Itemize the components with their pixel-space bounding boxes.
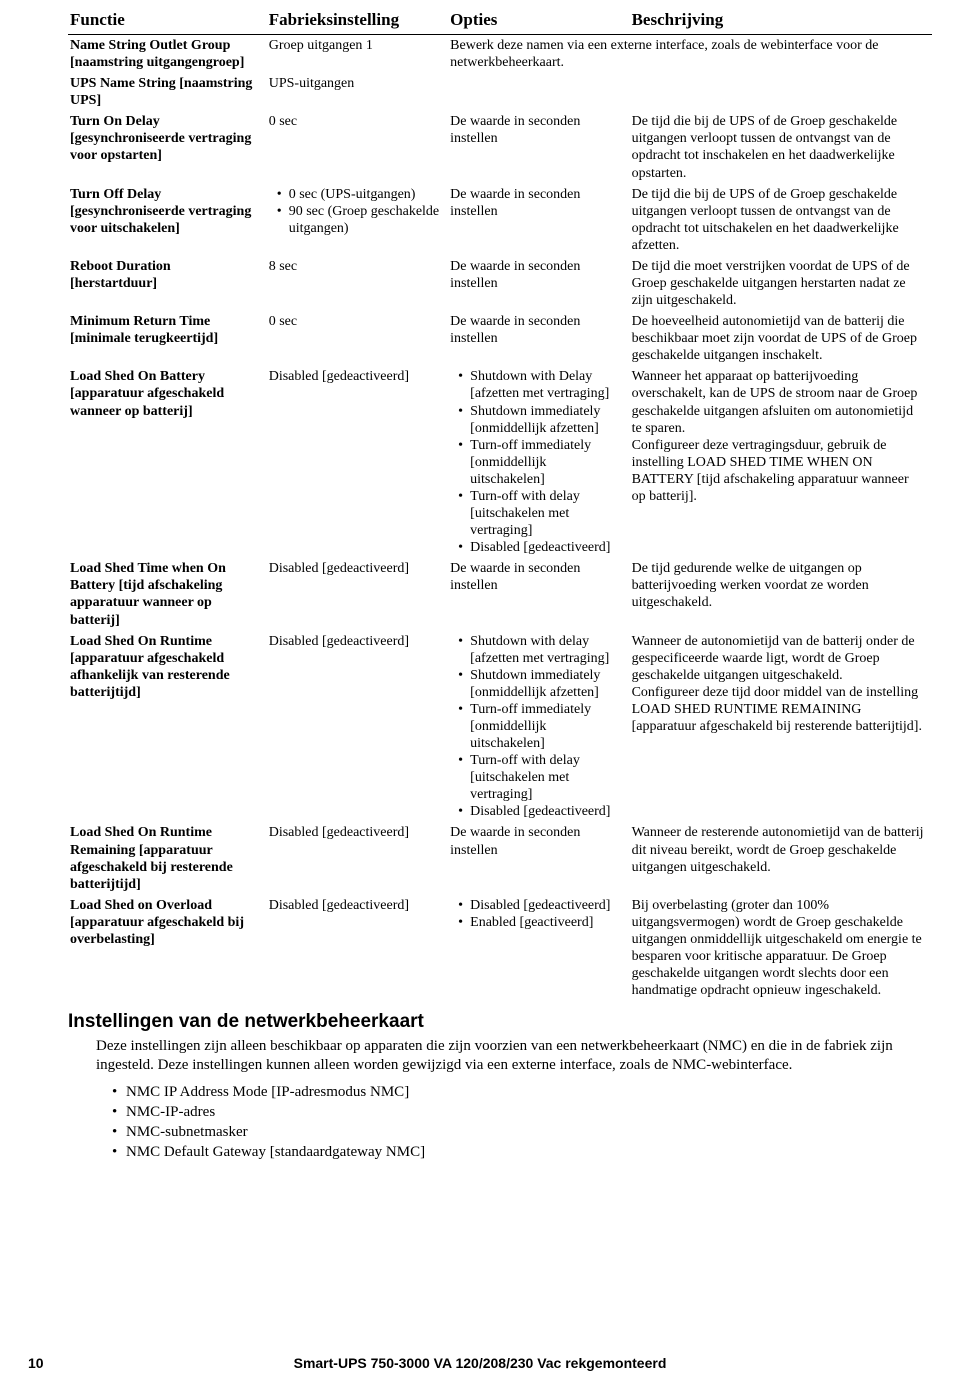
table-cell: De tijd die moet verstrijken voordat de … bbox=[630, 256, 932, 311]
footer-title: Smart-UPS 750-3000 VA 120/208/230 Vac re… bbox=[28, 1355, 932, 1371]
table-cell: De waarde in seconden instellen bbox=[448, 184, 629, 256]
table-cell: Disabled [gedeactiveerd] bbox=[267, 822, 448, 894]
table-cell: Bij overbelasting (groter dan 100% uitga… bbox=[630, 895, 932, 1001]
table-cell: Load Shed On Battery [apparatuur afgesch… bbox=[68, 366, 267, 558]
table-header: Fabrieksinstelling bbox=[267, 8, 448, 35]
list-item: Turn-off with delay [uitschakelen met ve… bbox=[462, 488, 623, 539]
table-cell: 0 sec bbox=[267, 111, 448, 183]
table-cell: Disabled [gedeactiveerd] bbox=[267, 895, 448, 1001]
list-item: Turn-off immediately [onmiddellijk uitsc… bbox=[462, 437, 623, 488]
table-cell: Load Shed Time when On Battery [tijd afs… bbox=[68, 558, 267, 630]
table-cell: UPS Name String [naamstring UPS] bbox=[68, 73, 267, 111]
list-item: Turn-off with delay [uitschakelen met ve… bbox=[462, 752, 623, 803]
table-cell: De waarde in seconden instellen bbox=[448, 822, 629, 894]
table-cell: Load Shed on Overload [apparatuur afgesc… bbox=[68, 895, 267, 1001]
table-cell: Name String Outlet Group [naamstring uit… bbox=[68, 35, 267, 74]
table-cell: Disabled [gedeactiveerd] bbox=[267, 558, 448, 630]
table-cell: De tijd die bij de UPS of de Groep gesch… bbox=[630, 184, 932, 256]
list-item: NMC IP Address Mode [IP-adresmodus NMC] bbox=[114, 1082, 932, 1102]
page-number: 10 bbox=[28, 1355, 44, 1371]
list-item: NMC-IP-adres bbox=[114, 1102, 932, 1122]
table-cell: De waarde in seconden instellen bbox=[448, 111, 629, 183]
list-item: Shutdown with Delay [afzetten met vertra… bbox=[462, 368, 623, 402]
page-footer: 10 Smart-UPS 750-3000 VA 120/208/230 Vac… bbox=[28, 1355, 932, 1371]
table-cell: Turn On Delay [gesynchroniseerde vertrag… bbox=[68, 111, 267, 183]
list-item: Shutdown immediately [onmiddellijk afzet… bbox=[462, 667, 623, 701]
table-cell: Wanneer de autonomietijd van de batterij… bbox=[630, 631, 932, 823]
table-cell: 0 sec (UPS-uitgangen)90 sec (Groep gesch… bbox=[267, 184, 448, 256]
settings-table: Functie Fabrieksinstelling Opties Beschr… bbox=[68, 8, 932, 1001]
list-item: Disabled [gedeactiveerd] bbox=[462, 803, 623, 820]
table-cell: 8 sec bbox=[267, 256, 448, 311]
nmc-list: NMC IP Address Mode [IP-adresmodus NMC]N… bbox=[96, 1082, 932, 1163]
list-item: Turn-off immediately [onmiddellijk uitsc… bbox=[462, 701, 623, 752]
table-header: Beschrijving bbox=[630, 8, 932, 35]
table-cell: Bewerk deze namen via een externe interf… bbox=[448, 35, 932, 112]
table-cell: Shutdown with Delay [afzetten met vertra… bbox=[448, 366, 629, 558]
table-cell: Groep uitgangen 1 bbox=[267, 35, 448, 74]
table-cell: Reboot Duration [herstartduur] bbox=[68, 256, 267, 311]
table-header: Opties bbox=[448, 8, 629, 35]
table-header: Functie bbox=[68, 8, 267, 35]
table-cell: Turn Off Delay [gesynchroniseerde vertra… bbox=[68, 184, 267, 256]
table-cell: Disabled [gedeactiveerd] bbox=[267, 631, 448, 823]
list-item: Shutdown immediately [onmiddellijk afzet… bbox=[462, 403, 623, 437]
list-item: Disabled [gedeactiveerd] bbox=[462, 539, 623, 556]
table-cell: De waarde in seconden instellen bbox=[448, 558, 629, 630]
table-cell: Wanneer de resterende autonomietijd van … bbox=[630, 822, 932, 894]
table-cell: 0 sec bbox=[267, 311, 448, 366]
list-item: 0 sec (UPS-uitgangen) bbox=[281, 186, 442, 203]
table-cell: Shutdown with delay [afzetten met vertra… bbox=[448, 631, 629, 823]
table-cell: Disabled [gedeactiveerd] bbox=[267, 366, 448, 558]
list-item: Enabled [geactiveerd] bbox=[462, 914, 623, 931]
table-cell: De waarde in seconden instellen bbox=[448, 311, 629, 366]
table-cell: Disabled [gedeactiveerd]Enabled [geactiv… bbox=[448, 895, 629, 1001]
table-cell: UPS-uitgangen bbox=[267, 73, 448, 111]
table-cell: De tijd gedurende welke de uitgangen op … bbox=[630, 558, 932, 630]
list-item: Shutdown with delay [afzetten met vertra… bbox=[462, 633, 623, 667]
table-cell: De tijd die bij de UPS of de Groep gesch… bbox=[630, 111, 932, 183]
table-cell: Minimum Return Time [minimale terugkeert… bbox=[68, 311, 267, 366]
list-item: Disabled [gedeactiveerd] bbox=[462, 897, 623, 914]
list-item: 90 sec (Groep geschakelde uitgangen) bbox=[281, 203, 442, 237]
list-item: NMC-subnetmasker bbox=[114, 1122, 932, 1142]
table-cell: De waarde in seconden instellen bbox=[448, 256, 629, 311]
table-cell: Load Shed On Runtime Remaining [apparatu… bbox=[68, 822, 267, 894]
table-cell: Load Shed On Runtime [apparatuur afgesch… bbox=[68, 631, 267, 823]
list-item: NMC Default Gateway [standaardgateway NM… bbox=[114, 1142, 932, 1162]
table-cell: Wanneer het apparaat op batterijvoeding … bbox=[630, 366, 932, 558]
table-cell: De hoeveelheid autonomietijd van de batt… bbox=[630, 311, 932, 366]
section-heading: Instellingen van de netwerkbeheerkaart bbox=[68, 1011, 932, 1033]
section-body: Deze instellingen zijn alleen beschikbaa… bbox=[96, 1037, 932, 1075]
